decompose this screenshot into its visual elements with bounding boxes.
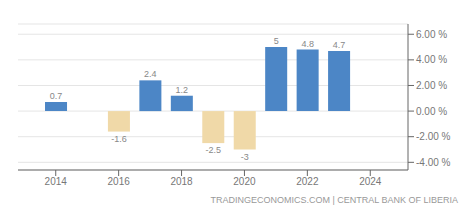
svg-text:4.7: 4.7 — [333, 40, 346, 50]
svg-text:5: 5 — [274, 36, 279, 46]
svg-text:2016: 2016 — [108, 176, 131, 187]
html-text:TRADINGECONOMICS.COM | CENTRAL: TRADINGECONOMICS.COM | CENTRAL BANK OF L… — [210, 195, 458, 205]
svg-text:-3: -3 — [241, 152, 249, 162]
svg-text:2024: 2024 — [359, 176, 382, 187]
svg-text:2022: 2022 — [296, 176, 319, 187]
svg-text:-2.00 %: -2.00 % — [416, 131, 451, 142]
svg-text:0.00 %: 0.00 % — [416, 106, 447, 117]
svg-text:-4.00 %: -4.00 % — [416, 157, 451, 168]
svg-text:2.00 %: 2.00 % — [416, 80, 447, 91]
svg-text:6.00 %: 6.00 % — [416, 29, 447, 40]
svg-text:2.4: 2.4 — [144, 69, 157, 79]
svg-text:2014: 2014 — [45, 176, 68, 187]
svg-text:-2.5: -2.5 — [206, 145, 222, 155]
svg-text:0.7: 0.7 — [50, 91, 63, 101]
svg-text:2018: 2018 — [170, 176, 193, 187]
svg-text:4.8: 4.8 — [301, 39, 314, 49]
svg-text:-1.6: -1.6 — [111, 134, 127, 144]
svg-text:4.00 %: 4.00 % — [416, 54, 447, 65]
svg-text:2020: 2020 — [233, 176, 256, 187]
svg-text:1.2: 1.2 — [176, 85, 189, 95]
